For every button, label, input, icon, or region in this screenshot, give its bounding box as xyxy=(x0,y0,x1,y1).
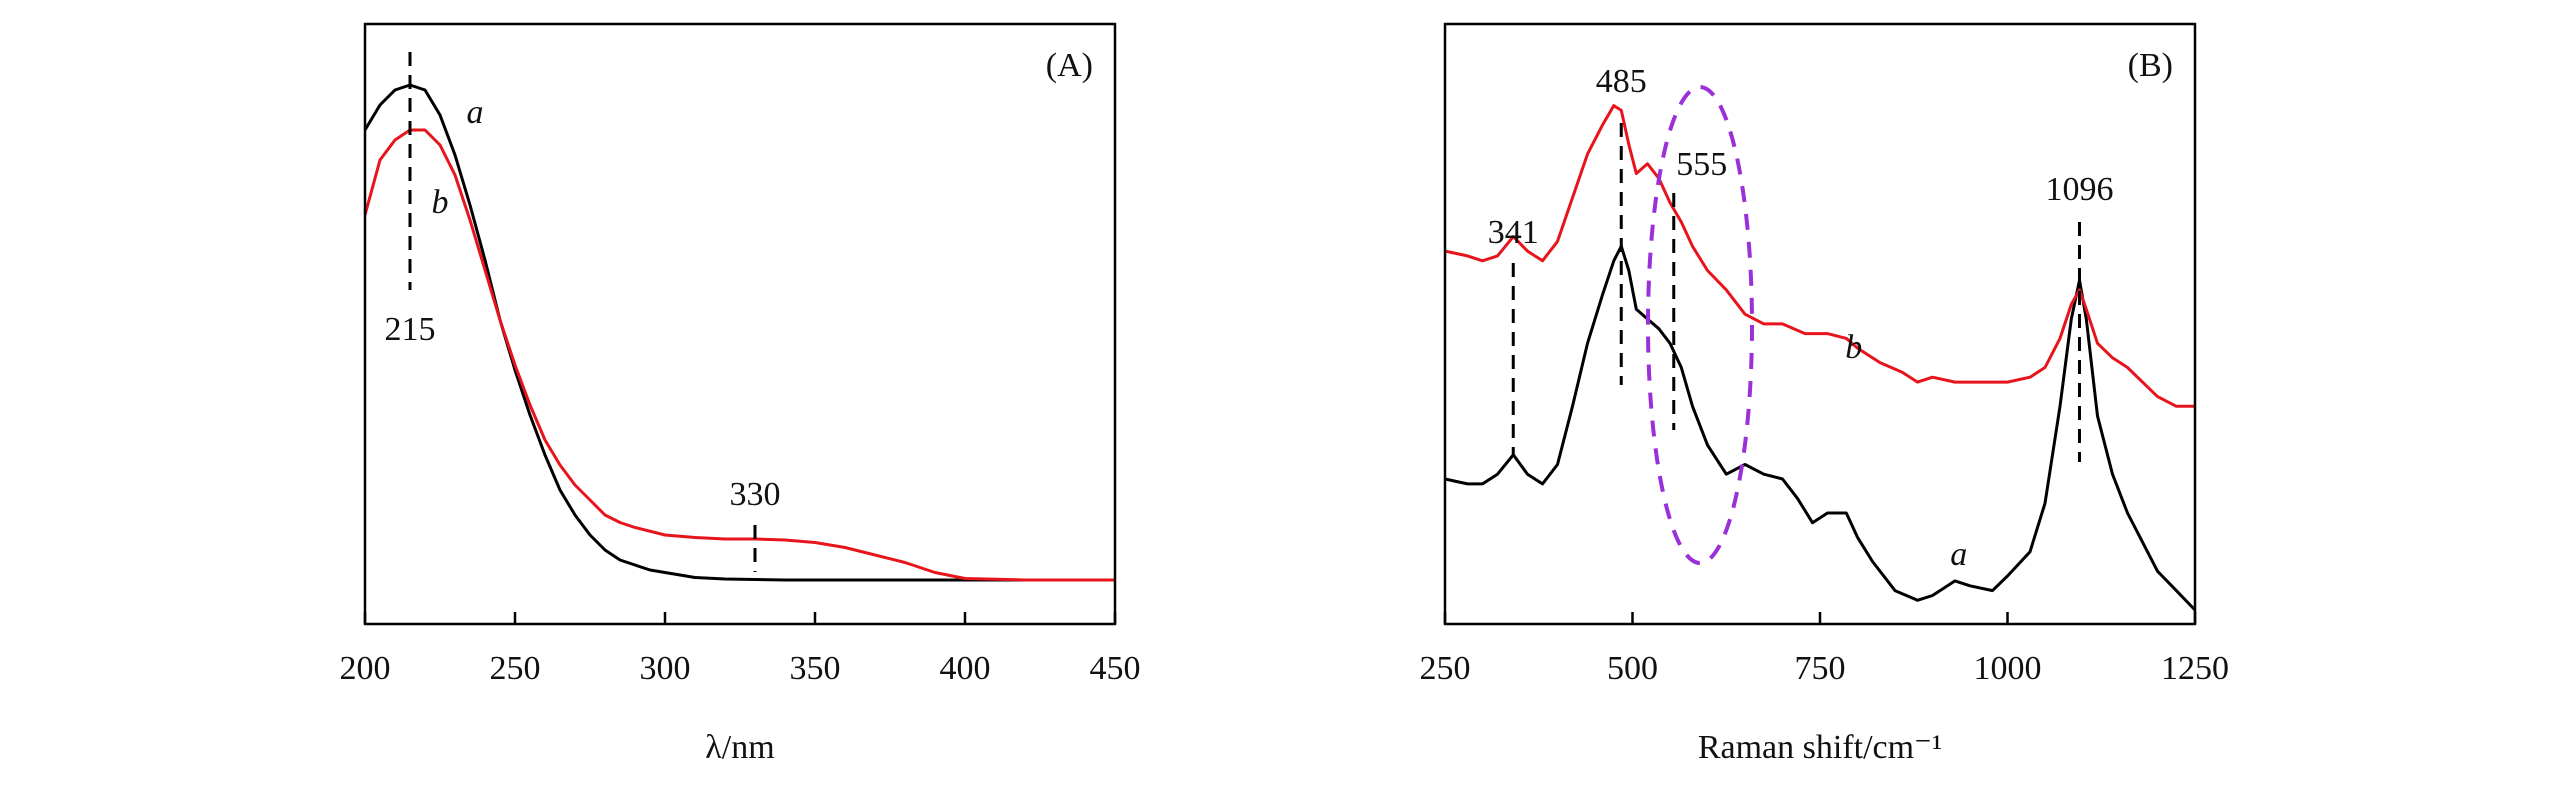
series-label-b: b xyxy=(432,184,449,221)
x-tick-label: 250 xyxy=(490,650,541,687)
series-label-a: a xyxy=(1950,536,1967,573)
panel-a-frame xyxy=(363,22,1117,626)
peak-label: 1096 xyxy=(2046,171,2114,208)
panel-a: a b 215 330 200 250 300 350 400 450 (A) λ/nm xyxy=(340,22,1141,766)
x-tick-label: 500 xyxy=(1607,650,1658,687)
x-tick-label: 200 xyxy=(340,650,391,687)
panel-a-annotations: a b 215 330 xyxy=(385,52,781,572)
peak-label: 485 xyxy=(1596,63,1647,100)
series-line-a xyxy=(363,83,1115,582)
panel-a-x-ticks: 200 250 300 350 400 450 xyxy=(340,612,1141,687)
panel-b-x-axis-title: Raman shift/cm⁻¹ xyxy=(1698,729,1942,766)
x-tick-label: 450 xyxy=(1090,650,1141,687)
panel-a-label: (A) xyxy=(1046,47,1093,84)
x-tick-label: 1000 xyxy=(1974,650,2042,687)
panel-b-annotations: a b 341 485 555 1096 xyxy=(1488,63,2114,573)
highlight-ellipse xyxy=(1646,85,1754,565)
x-tick-label: 750 xyxy=(1795,650,1846,687)
peak-label: 330 xyxy=(730,476,781,513)
x-tick-label: 400 xyxy=(940,650,991,687)
peak-label: 215 xyxy=(385,311,436,348)
series-label-b: b xyxy=(1845,329,1862,366)
panel-b-x-ticks: 250 500 750 1000 1250 xyxy=(1420,612,2229,687)
x-tick-label: 250 xyxy=(1420,650,1471,687)
x-tick-label: 300 xyxy=(640,650,691,687)
series-line-b xyxy=(363,128,1115,582)
series-line-b xyxy=(1444,104,2195,408)
panel-b-label: (B) xyxy=(2128,47,2173,84)
peak-label: 555 xyxy=(1676,146,1727,183)
series-label-a: a xyxy=(467,94,484,131)
x-tick-label: 1250 xyxy=(2161,650,2229,687)
panel-a-curves xyxy=(363,83,1115,582)
x-tick-label: 350 xyxy=(790,650,841,687)
panel-b-frame xyxy=(1443,22,2197,626)
panel-b: a b 341 485 555 1096 250 500 750 1000 1250 (B) Ra… xyxy=(1420,22,2229,766)
peak-label: 341 xyxy=(1488,214,1539,251)
panel-a-x-axis-title: λ/nm xyxy=(705,729,774,766)
panel-b-curves xyxy=(1444,104,2197,612)
